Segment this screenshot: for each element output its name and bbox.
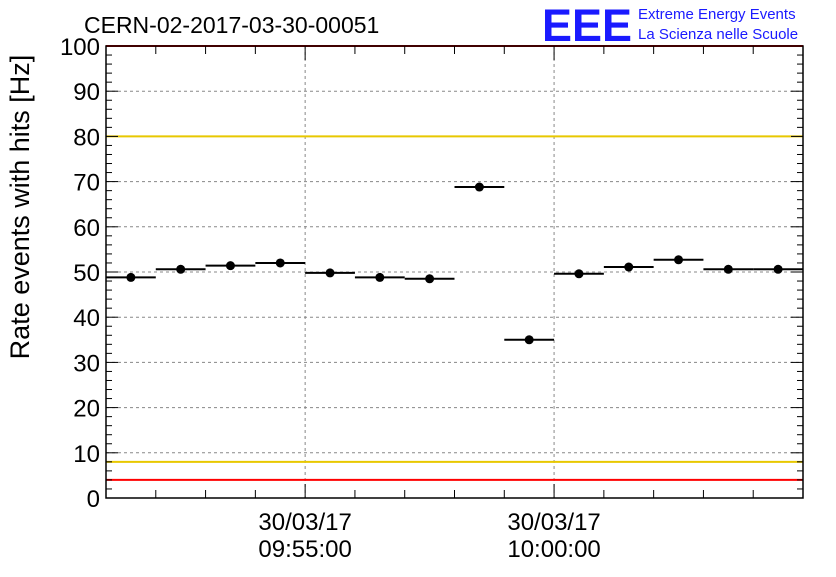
y-tick-label: 0 [87,486,100,513]
y-tick-label: 90 [73,79,100,106]
data-point [723,264,733,274]
data-point [674,255,684,265]
data-point [126,272,136,282]
grid-lines [106,46,803,498]
x-tick-label-date: 30/03/17 [507,509,600,536]
chart-title: CERN-02-2017-03-30-00051 [84,12,379,38]
eee-logo-line1: Extreme Energy Events [638,6,796,23]
y-tick-label: 10 [73,441,100,468]
y-tick-label: 30 [73,350,100,377]
data-point [524,335,534,345]
y-tick-label: 40 [73,305,100,332]
y-tick-labels: 0 10 20 30 40 50 60 70 80 90 100 [60,34,100,513]
data-point [176,264,186,274]
y-tick-label: 100 [60,34,100,61]
eee-logo: EEE Extreme Energy Events La Scienza nel… [542,0,798,51]
data-point [325,268,335,278]
y-tick-label: 70 [73,170,100,197]
y-tick-label: 50 [73,260,100,287]
data-point [624,262,634,272]
x-tick-label-time: 09:55:00 [258,536,351,563]
data-point [474,182,484,192]
x-tick-label-time: 10:00:00 [507,536,600,563]
eee-logo-letters: EEE [542,0,632,51]
eee-logo-line2: La Scienza nelle Scuole [638,26,798,43]
reference-lines [106,45,803,481]
data-point [225,261,235,271]
data-point [375,272,385,282]
data-point [275,258,285,268]
data-point [773,264,783,274]
data-point [425,274,435,284]
data-points [106,182,803,345]
y-axis-label: Rate events with hits [Hz] [5,55,35,360]
data-point [574,269,584,279]
x-tick-label-date: 30/03/17 [258,509,351,536]
axes [105,45,804,499]
y-tick-label: 80 [73,124,100,151]
y-tick-label: 20 [73,396,100,423]
y-tick-label: 60 [73,215,100,242]
